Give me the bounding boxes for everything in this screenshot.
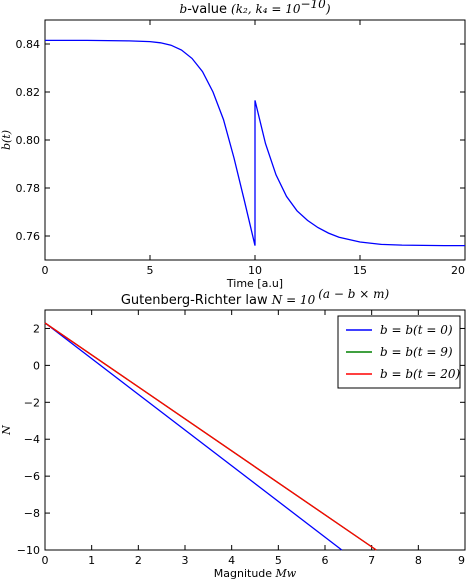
chart2-y-tick-label: −4 [24,433,40,446]
chart2-x-tick-label: 4 [228,554,235,567]
chart1-x-tick-label: 15 [353,264,367,277]
legend-entry-t20: b = b(t = 20) [346,367,461,381]
chart2-x-tick-label: 8 [415,554,422,567]
chart1-y-tick-label: 0.82 [16,86,41,99]
chart2-y-tick-label: 2 [33,322,40,335]
legend-entry-t9: b = b(t = 9) [346,345,453,359]
chart2-x-tick-label: 1 [88,554,95,567]
legend-entry-t0: b = b(t = 0) [346,323,453,337]
chart1-title-math: (k₂, k₄ = 10 [231,2,301,16]
chart1-y-tick-label: 0.80 [16,134,41,147]
chart1-series [45,39,465,247]
chart2-x-axis-label: Magnitude Mw [214,567,297,580]
chart1-title-main: -value [187,2,227,17]
chart2-y-tick-label: −10 [17,544,40,557]
chart2-series [44,322,377,551]
chart1-title-b: b [180,2,188,16]
chart1-y-ticks: 0.76 0.78 0.80 0.82 0.84 [16,38,465,243]
chart1-y-tick-label: 0.78 [16,182,41,195]
chart2-y-ticks: −10 −8 −6 −4 −2 0 2 [17,322,465,557]
chart2-x-ticks: 0 1 2 3 4 5 6 7 8 9 [42,310,466,567]
chart2-x-tick-label: 2 [135,554,142,567]
chart2-x-axis-label-text: Magnitude [214,567,276,580]
chart2-x-tick-label: 3 [182,554,189,567]
chart2-y-tick-label: 0 [33,359,40,372]
chart1-y-axis-label: b(t) [0,130,13,150]
chart1-x-tick-label: 10 [248,264,262,277]
chart2-title-math: N = 10 [271,293,316,307]
chart2-x-tick-label: 0 [42,554,49,567]
chart2-series-line-2 [44,322,377,551]
chart2-x-tick-label: 5 [275,554,282,567]
chart2-y-axis-label: N [0,425,13,436]
chart2-x-axis-label-math: Mw [275,567,297,580]
chart2-y-tick-label: −8 [24,507,40,520]
gutenberg-richter-chart: Gutenberg-Richter law N = 10 (a − b × m) … [0,287,466,580]
chart1-y-tick-label: 0.76 [16,230,41,243]
chart1-title-exp: −10 [300,0,326,11]
chart1-title: b-value (k₂, k₄ = 10−10) [180,0,331,17]
chart2-title-exp: (a − b × m) [318,287,389,301]
chart2-x-tick-label: 6 [322,554,329,567]
chart1-x-tick-label: 0 [42,264,49,277]
chart2-y-tick-label: −6 [24,470,40,483]
chart1-x-ticks: 0 5 10 15 20 [42,20,466,277]
chart1-x-tick-label: 5 [147,264,154,277]
chart2-x-tick-label: 7 [368,554,375,567]
b-value-chart: b-value (k₂, k₄ = 10−10) 0.76 0.78 0.80 0.82… [0,0,466,290]
chart2-y-tick-label: −2 [24,396,40,409]
chart2-title-text: Gutenberg-Richter law [121,293,272,308]
chart1-series-line-0 [45,39,465,247]
legend-label-t20: b = b(t = 20) [380,367,461,381]
chart1-title-close: ) [325,2,331,16]
chart2-x-tick-label: 9 [458,554,465,567]
chart2-legend: b = b(t = 0) b = b(t = 9) b = b(t = 20) [337,315,461,389]
chart1-y-tick-label: 0.84 [16,38,41,51]
chart1-x-tick-label: 20 [451,264,465,277]
chart1-x-axis-label: Time [a.u] [226,277,283,290]
chart2-title: Gutenberg-Richter law N = 10 (a − b × m) [121,287,390,308]
legend-label-t0: b = b(t = 0) [380,323,453,337]
chart2-plot-frame [44,309,466,551]
chart2-series-line-0 [44,322,343,551]
legend-label-t9: b = b(t = 9) [380,345,453,359]
